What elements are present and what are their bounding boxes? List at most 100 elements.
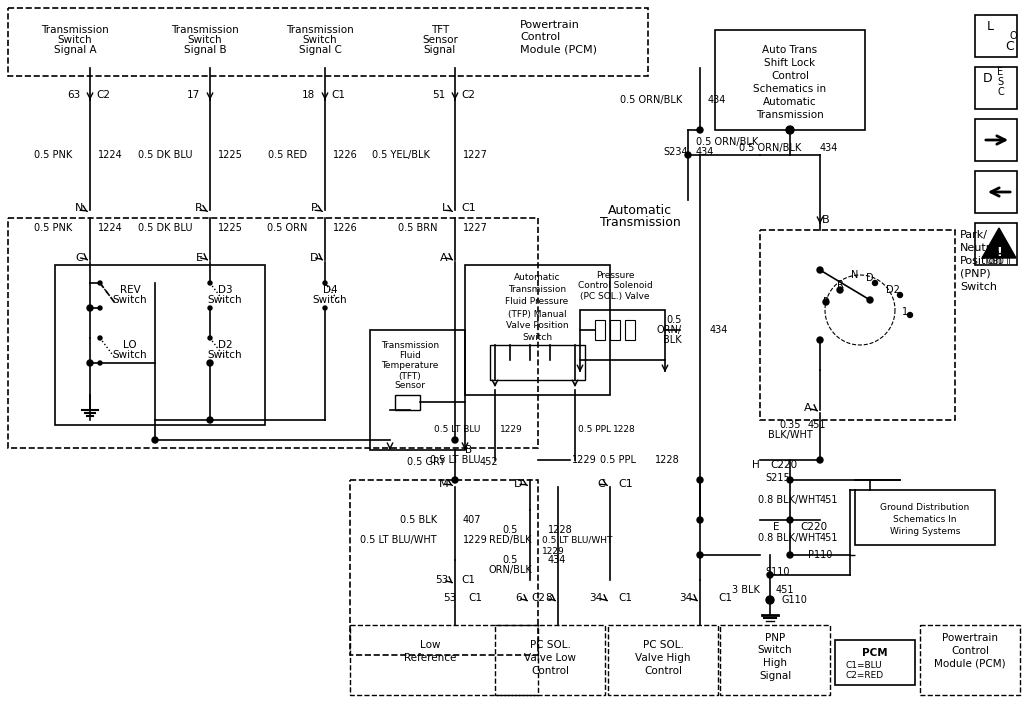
Text: Neutral: Neutral (961, 243, 1001, 253)
Text: Fluid Pressure: Fluid Pressure (506, 297, 568, 307)
Bar (350, 625, 538, 695)
Text: 0.5: 0.5 (503, 555, 518, 565)
Text: 8: 8 (546, 593, 552, 603)
Text: Switch: Switch (522, 333, 552, 342)
Circle shape (207, 360, 213, 366)
Text: Temperature: Temperature (381, 361, 438, 370)
Circle shape (323, 281, 327, 285)
Text: N: N (75, 203, 83, 213)
Text: D: D (513, 479, 522, 489)
Text: (PNP): (PNP) (961, 269, 990, 279)
Text: 1226: 1226 (333, 150, 357, 160)
Circle shape (208, 336, 212, 340)
Text: Signal: Signal (759, 671, 792, 681)
Text: R: R (196, 203, 203, 213)
Text: 0.5 PPL: 0.5 PPL (600, 455, 636, 465)
Text: Signal: Signal (424, 45, 456, 55)
Text: C1: C1 (468, 593, 482, 603)
Text: S: S (997, 77, 1004, 87)
Text: 0.5 BLK: 0.5 BLK (400, 515, 437, 525)
Text: Control Solenoid: Control Solenoid (578, 281, 652, 291)
Text: A: A (805, 403, 812, 413)
Circle shape (766, 596, 774, 604)
Text: Switch: Switch (303, 35, 337, 45)
Text: Schematics In: Schematics In (893, 515, 956, 523)
Text: 1224: 1224 (98, 150, 123, 160)
Text: D: D (866, 273, 873, 283)
Text: 0.5 PPL: 0.5 PPL (578, 426, 611, 434)
Text: Transmission: Transmission (756, 110, 824, 120)
Bar (975, 223, 1017, 265)
Text: 1227: 1227 (463, 223, 487, 233)
Text: 451: 451 (820, 533, 839, 543)
Text: Module (PCM): Module (PCM) (934, 659, 1006, 669)
Text: N: N (851, 270, 859, 280)
Text: 0.5 GRY: 0.5 GRY (407, 457, 445, 467)
Text: C: C (997, 87, 1004, 97)
Text: Switch: Switch (187, 35, 222, 45)
Circle shape (867, 297, 873, 303)
Text: 0.5 LT BLU/WHT: 0.5 LT BLU/WHT (542, 536, 612, 544)
Circle shape (823, 299, 829, 305)
Text: Control: Control (520, 32, 560, 42)
Text: Fluid: Fluid (399, 352, 421, 360)
Bar (55, 265, 265, 425)
Text: C1: C1 (618, 593, 632, 603)
Text: O: O (1010, 31, 1018, 41)
Circle shape (98, 281, 102, 285)
Text: C1=BLU: C1=BLU (845, 661, 882, 669)
Text: ORN/BLK: ORN/BLK (488, 565, 531, 575)
Circle shape (452, 477, 458, 483)
Text: Switch: Switch (312, 295, 347, 305)
Bar (975, 15, 1017, 57)
Text: 1225: 1225 (218, 150, 243, 160)
Text: Valve High: Valve High (635, 653, 691, 663)
Circle shape (697, 552, 703, 558)
Text: Switch: Switch (961, 282, 997, 292)
Text: S215: S215 (765, 473, 790, 483)
Circle shape (837, 287, 843, 293)
Circle shape (98, 361, 102, 365)
Text: Auto Trans: Auto Trans (763, 45, 817, 55)
Text: D2: D2 (218, 340, 232, 350)
Text: Switch: Switch (113, 295, 147, 305)
Text: D: D (983, 73, 992, 85)
Text: B: B (465, 445, 472, 455)
Text: Control: Control (531, 666, 569, 676)
Text: Powertrain: Powertrain (942, 633, 998, 643)
Bar (395, 395, 420, 410)
Text: (TFT): (TFT) (398, 371, 421, 381)
Text: Transmission: Transmission (41, 25, 109, 35)
Text: PCM: PCM (862, 648, 888, 658)
Text: D: D (309, 253, 318, 263)
Text: 1228: 1228 (655, 455, 680, 465)
Text: Sensor: Sensor (394, 381, 426, 391)
Text: C1: C1 (718, 593, 732, 603)
Circle shape (208, 361, 212, 365)
Text: PNP: PNP (765, 633, 785, 643)
Circle shape (697, 517, 703, 523)
Text: REV: REV (120, 285, 140, 295)
Bar (720, 625, 830, 695)
Text: 1228: 1228 (548, 525, 572, 535)
Circle shape (817, 457, 823, 463)
Text: Switch: Switch (113, 350, 147, 360)
Text: 0.35: 0.35 (779, 420, 801, 430)
Text: 434: 434 (708, 95, 726, 105)
Text: 0.5 YEL/BLK: 0.5 YEL/BLK (372, 150, 430, 160)
Text: E: E (196, 253, 203, 263)
Polygon shape (982, 228, 1016, 258)
Text: 434: 434 (696, 147, 715, 157)
Bar (490, 345, 585, 380)
Circle shape (323, 306, 327, 310)
Text: P: P (311, 203, 318, 213)
Text: OBD II: OBD II (987, 258, 1011, 266)
Circle shape (786, 126, 794, 134)
Text: 451: 451 (820, 495, 839, 505)
Circle shape (697, 127, 703, 133)
Bar (580, 310, 665, 360)
Text: Automatic: Automatic (763, 97, 817, 107)
Bar (608, 625, 718, 695)
Text: 0.5: 0.5 (667, 315, 682, 325)
Text: 0.5 DK BLU: 0.5 DK BLU (137, 150, 193, 160)
